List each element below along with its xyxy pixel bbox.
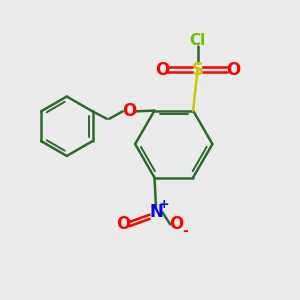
- Text: S: S: [192, 61, 204, 79]
- Text: O: O: [122, 102, 136, 120]
- Text: N: N: [149, 203, 163, 221]
- Text: +: +: [159, 198, 169, 211]
- Text: Cl: Cl: [189, 32, 206, 47]
- Text: O: O: [226, 61, 240, 79]
- Text: O: O: [116, 215, 130, 233]
- Text: O: O: [155, 61, 169, 79]
- Text: O: O: [169, 215, 184, 233]
- Text: -: -: [182, 224, 188, 238]
